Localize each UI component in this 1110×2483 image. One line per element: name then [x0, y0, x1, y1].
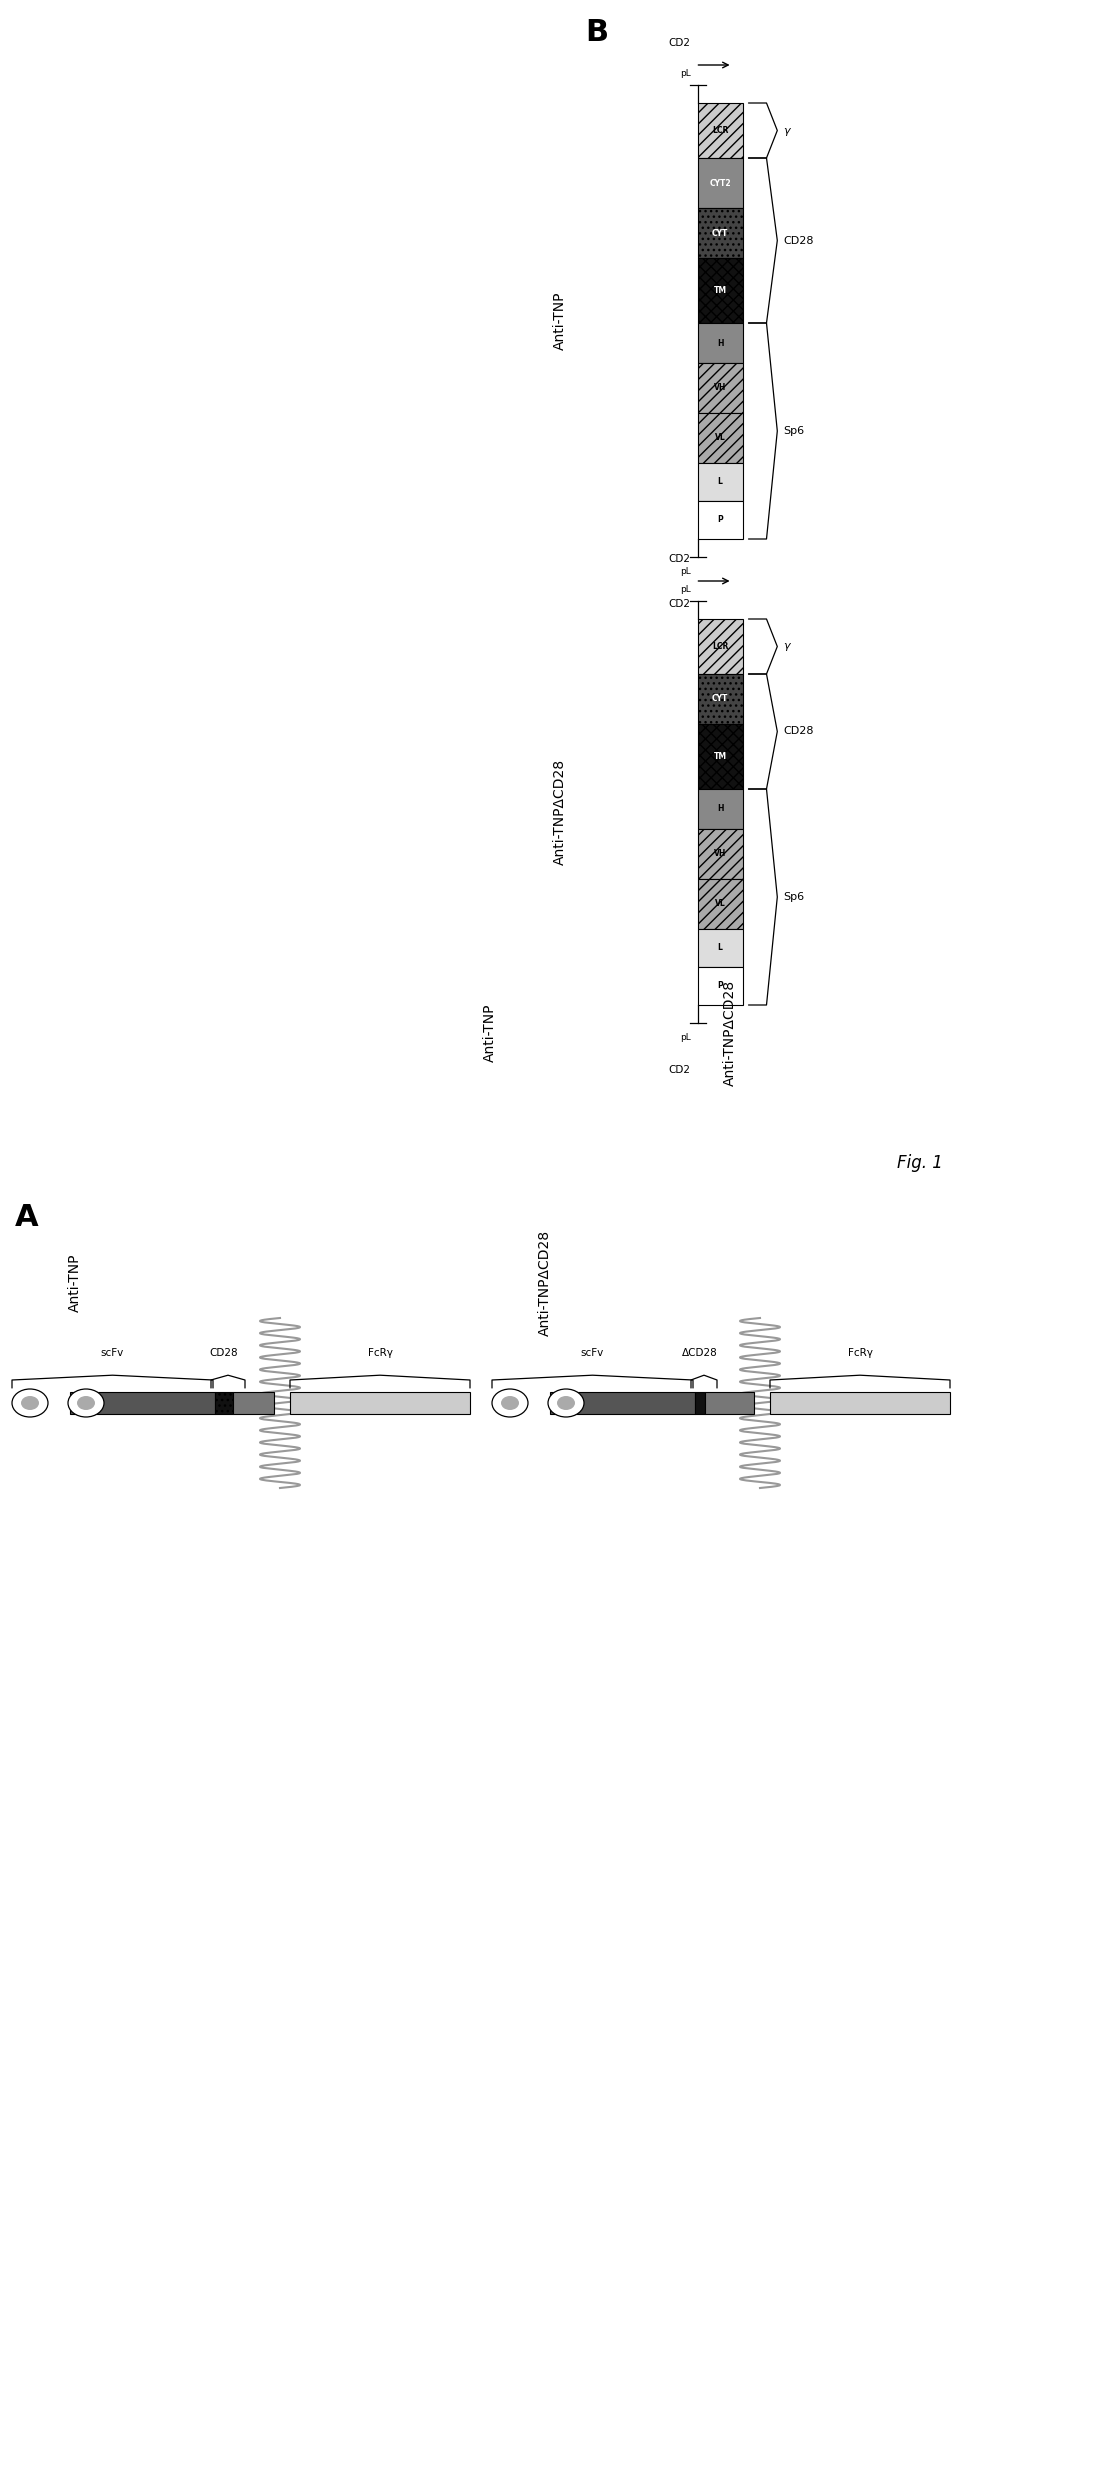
Bar: [697, 879, 743, 929]
Text: TM: TM: [714, 752, 727, 760]
Ellipse shape: [492, 1388, 528, 1418]
Text: CD2: CD2: [668, 554, 690, 564]
Bar: [697, 790, 743, 829]
Bar: [695, 1393, 705, 1413]
Text: LCR: LCR: [712, 127, 728, 134]
Text: H: H: [717, 338, 724, 348]
Text: LCR: LCR: [712, 643, 728, 651]
Bar: [697, 412, 743, 462]
Text: Anti-TNP: Anti-TNP: [68, 1254, 82, 1311]
Text: CD2: CD2: [668, 1065, 690, 1075]
Bar: [697, 323, 743, 363]
Text: P: P: [717, 981, 723, 991]
Bar: [697, 209, 743, 258]
Text: scFv: scFv: [101, 1348, 124, 1358]
Bar: [697, 502, 743, 539]
Ellipse shape: [501, 1395, 519, 1410]
Text: CYT: CYT: [712, 228, 728, 238]
Ellipse shape: [21, 1395, 39, 1410]
Text: CD28: CD28: [210, 1348, 239, 1358]
Text: CD2: CD2: [668, 37, 690, 47]
Ellipse shape: [12, 1388, 48, 1418]
Text: VH: VH: [714, 382, 726, 392]
Text: CD2: CD2: [668, 598, 690, 608]
Text: TM: TM: [714, 286, 727, 295]
Bar: [697, 102, 743, 159]
Text: Anti-TNPΔCD28: Anti-TNPΔCD28: [723, 981, 737, 1085]
Bar: [697, 159, 743, 209]
Text: pL: pL: [680, 586, 690, 593]
Bar: [697, 363, 743, 412]
Bar: [290, 1393, 470, 1413]
Text: VL: VL: [715, 899, 725, 909]
Bar: [697, 829, 743, 879]
Text: H: H: [717, 804, 724, 814]
Text: FcRγ: FcRγ: [367, 1348, 393, 1358]
Bar: [697, 618, 743, 673]
Text: Anti-TNPΔCD28: Anti-TNPΔCD28: [538, 1229, 552, 1336]
Text: Sp6: Sp6: [784, 891, 805, 901]
Text: Sp6: Sp6: [784, 427, 805, 437]
Text: VH: VH: [714, 849, 726, 859]
Ellipse shape: [77, 1395, 95, 1410]
Text: CD28: CD28: [784, 236, 814, 246]
Ellipse shape: [68, 1388, 104, 1418]
Text: CYT2: CYT2: [709, 179, 730, 189]
Text: L: L: [717, 477, 723, 487]
Text: B: B: [585, 17, 608, 47]
Text: pL: pL: [680, 70, 690, 77]
Text: L: L: [717, 944, 723, 953]
Text: pL: pL: [680, 1033, 690, 1043]
Bar: [697, 673, 743, 725]
Bar: [697, 966, 743, 1006]
Bar: [697, 258, 743, 323]
Bar: [705, 1393, 754, 1413]
Ellipse shape: [557, 1395, 575, 1410]
Ellipse shape: [548, 1388, 584, 1418]
Bar: [549, 1393, 695, 1413]
Bar: [697, 929, 743, 966]
Text: γ: γ: [784, 127, 790, 137]
Text: scFv: scFv: [581, 1348, 604, 1358]
Text: CYT: CYT: [712, 695, 728, 703]
Text: A: A: [16, 1202, 39, 1232]
Text: CD28: CD28: [784, 728, 814, 737]
Text: ΔCD28: ΔCD28: [683, 1348, 718, 1358]
Bar: [70, 1393, 215, 1413]
Bar: [697, 725, 743, 790]
Text: Anti-TNP: Anti-TNP: [553, 291, 567, 350]
Text: Fig. 1: Fig. 1: [897, 1155, 942, 1172]
Text: P: P: [717, 516, 723, 524]
Text: Anti-TNP: Anti-TNP: [483, 1003, 497, 1063]
Text: γ: γ: [784, 641, 790, 651]
Text: FcRγ: FcRγ: [848, 1348, 872, 1358]
Bar: [233, 1393, 274, 1413]
Bar: [697, 462, 743, 502]
Text: pL: pL: [680, 566, 690, 576]
Text: Anti-TNPΔCD28: Anti-TNPΔCD28: [553, 760, 567, 864]
Bar: [770, 1393, 950, 1413]
Bar: [215, 1393, 233, 1413]
Text: VL: VL: [715, 435, 725, 442]
